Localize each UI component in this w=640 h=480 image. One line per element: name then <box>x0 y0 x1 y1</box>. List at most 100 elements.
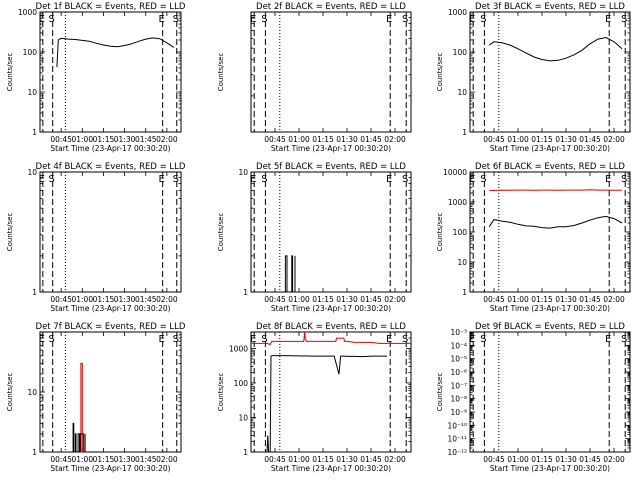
marker-label: S <box>621 334 627 345</box>
marker-label: S <box>402 14 408 25</box>
y-tick-label: 10 <box>238 413 248 422</box>
y-tick-label: 100 <box>453 228 468 237</box>
lld-series-line <box>489 189 622 192</box>
x-axis-label: Start Time (23-Apr-17 00:30:20) <box>50 144 170 153</box>
x-tick-label: 00:45 <box>50 455 72 464</box>
x-tick-label: 02:00 <box>156 135 178 144</box>
plot-frame <box>39 171 182 293</box>
y-tick-label: 1 <box>32 288 37 297</box>
x-tick-label: 01:45 <box>135 135 157 144</box>
lld-series-line <box>251 331 411 346</box>
y-tick-label: 1000 <box>229 344 248 353</box>
x-tick-label: 00:45 <box>264 295 286 304</box>
y-tick-label: 1000 <box>448 8 467 17</box>
marker-label: S <box>480 334 486 345</box>
events-series-line <box>488 36 623 62</box>
panel-title: Det 3f BLACK = Events, RED = LLD <box>475 2 625 12</box>
marker-label: S <box>49 14 55 25</box>
y-tick-label: 1 <box>243 288 248 297</box>
panel-title: Det 6f BLACK = Events, RED = LLD <box>475 162 625 172</box>
x-tick-label: 00:45 <box>264 135 286 144</box>
x-tick-label: 01:45 <box>360 295 382 304</box>
x-tick-label: 01:30 <box>336 135 358 144</box>
x-tick-label: 01:15 <box>531 455 553 464</box>
panel-4: Det 4f BLACK = Events, RED = LLD 1 10 Count… <box>6 162 186 313</box>
x-axis-label: Start Time (23-Apr-17 00:30:20) <box>50 304 170 313</box>
marker-label: E <box>469 14 475 25</box>
x-axis-label: Start Time (23-Apr-17 00:30:20) <box>490 464 610 473</box>
y-axis-label: Counts/sec <box>217 373 225 412</box>
marker-label: S <box>173 334 179 345</box>
plot-frame <box>469 11 631 133</box>
x-tick-label: 01:30 <box>555 455 577 464</box>
y-tick-label: 10⁻⁵ <box>450 355 467 364</box>
marker-label: E <box>39 174 45 185</box>
events-series-line <box>56 37 175 68</box>
x-tick-label: 01:30 <box>336 455 358 464</box>
plot-frame <box>39 11 182 133</box>
y-tick-label: 10 <box>457 88 467 97</box>
y-axis-label: Counts/sec <box>217 213 225 252</box>
y-tick-label: 100 <box>453 48 468 57</box>
x-tick-label: 01:45 <box>135 295 157 304</box>
x-axis-label: Start Time (23-Apr-17 00:30:20) <box>271 464 391 473</box>
plot-frame <box>250 11 412 133</box>
y-tick-label: 10⁻³ <box>450 328 467 337</box>
y-tick-label: 1 <box>462 128 467 137</box>
y-tick-label: 10 <box>27 388 37 397</box>
panel-7: Det 7f BLACK = Events, RED = LLD 1 10 Count… <box>6 322 186 473</box>
y-axis-label: Counts/sec <box>6 213 14 252</box>
marker-label: E <box>469 334 475 345</box>
lld-series-line <box>80 362 84 453</box>
marker-label: S <box>173 174 179 185</box>
x-tick-label: 02:00 <box>384 455 406 464</box>
x-tick-label: 02:00 <box>603 295 625 304</box>
x-axis-label: Start Time (23-Apr-17 00:30:20) <box>271 304 391 313</box>
marker-label: E <box>250 14 256 25</box>
plot-frame <box>469 331 631 453</box>
marker-label: S <box>261 14 267 25</box>
y-tick-label: 10 <box>27 88 37 97</box>
x-tick-label: 02:00 <box>603 135 625 144</box>
y-tick-label: 1 <box>462 288 467 297</box>
x-tick-label: 01:15 <box>531 295 553 304</box>
panel-title: Det 8f BLACK = Events, RED = LLD <box>256 322 406 332</box>
x-tick-label: 01:00 <box>71 295 93 304</box>
marker-label: E <box>39 14 45 25</box>
x-tick-label: 00:45 <box>483 135 505 144</box>
x-tick-label: 01:45 <box>579 455 601 464</box>
x-tick-label: 00:45 <box>483 295 505 304</box>
panel-5: Det 5f BLACK = Events, RED = LLD 1 10 Count… <box>217 162 412 313</box>
y-tick-label: 10⁻¹¹ <box>447 435 467 444</box>
plot-frame <box>250 331 412 453</box>
x-tick-label: 01:15 <box>93 455 115 464</box>
y-tick-label: 10 <box>27 168 37 177</box>
marker-label: S <box>402 334 408 345</box>
y-tick-label: 10000 <box>443 168 467 177</box>
y-axis-label: Counts/sec <box>6 53 14 92</box>
x-tick-label: 01:15 <box>531 135 553 144</box>
y-axis-label: Counts/sec <box>436 213 444 252</box>
marker-label: E <box>605 334 611 345</box>
y-tick-label: 10⁻⁴ <box>450 341 467 350</box>
y-tick-label: 1 <box>243 448 248 457</box>
y-axis-label: Counts/sec <box>6 373 14 412</box>
marker-label: S <box>480 174 486 185</box>
marker-label: E <box>250 174 256 185</box>
marker-label: E <box>386 14 392 25</box>
marker-label: E <box>159 174 165 185</box>
x-tick-label: 01:15 <box>312 135 334 144</box>
x-tick-label: 00:45 <box>264 455 286 464</box>
panel-2: Det 2f BLACK = Events, RED = LLD Counts/s… <box>217 2 412 153</box>
x-axis-label: Start Time (23-Apr-17 00:30:20) <box>50 464 170 473</box>
marker-label: S <box>49 334 55 345</box>
y-tick-label: 1000 <box>18 8 37 17</box>
plot-frame <box>250 171 412 293</box>
marker-label: E <box>159 14 165 25</box>
y-tick-label: 1 <box>32 448 37 457</box>
x-tick-label: 02:00 <box>156 455 178 464</box>
panel-title: Det 7f BLACK = Events, RED = LLD <box>36 322 186 332</box>
marker-label: E <box>605 174 611 185</box>
x-tick-label: 00:45 <box>50 295 72 304</box>
